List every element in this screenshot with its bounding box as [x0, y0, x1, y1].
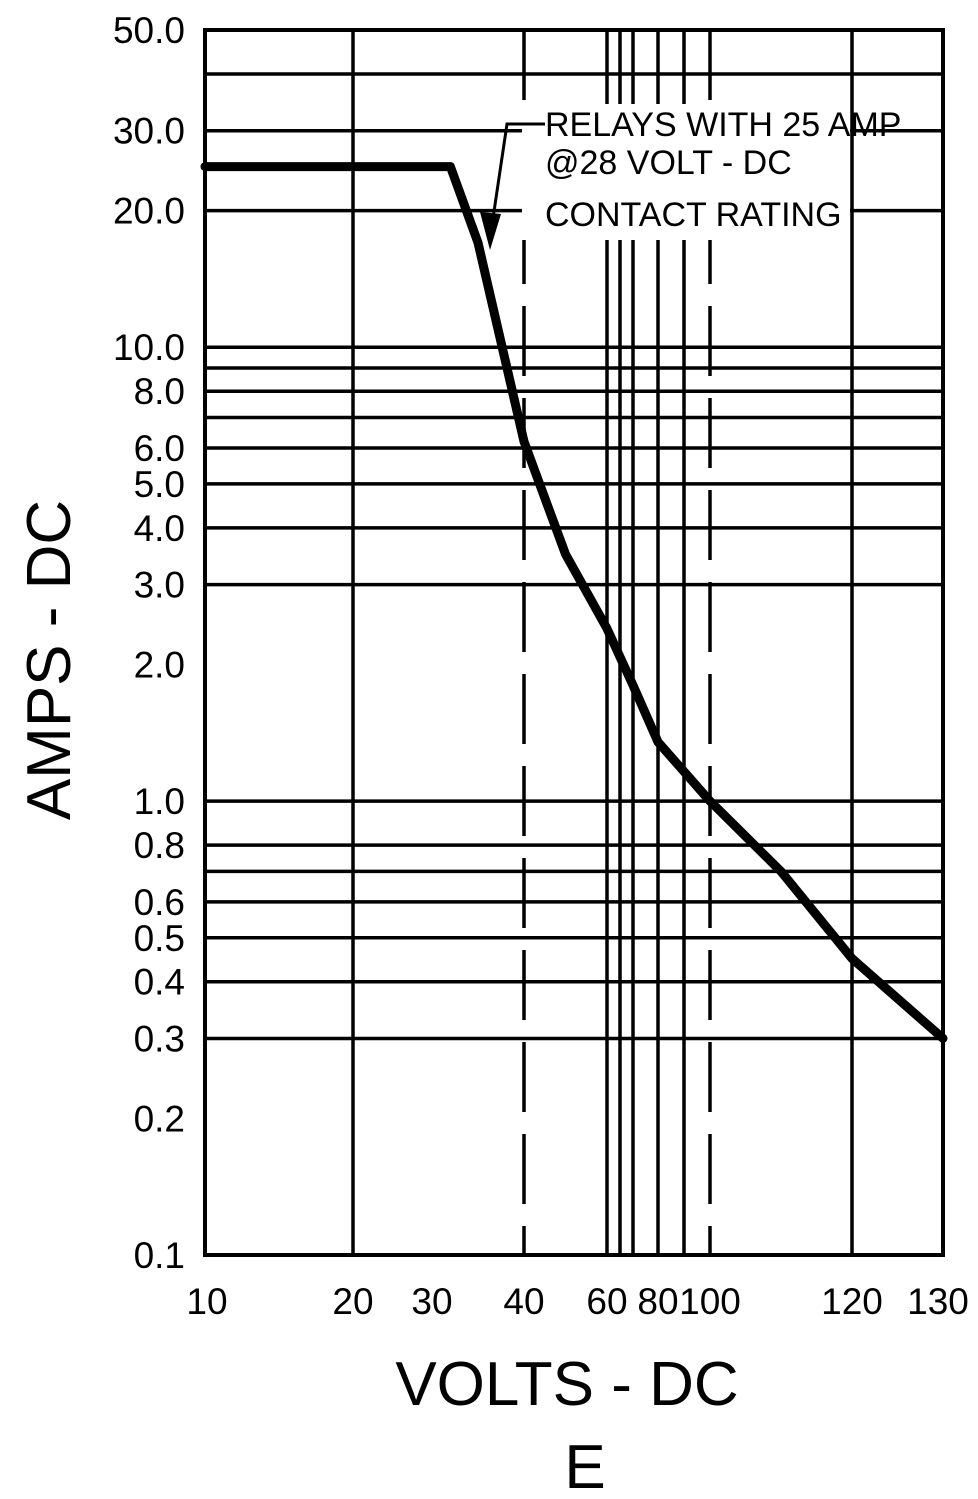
annotation-leader-line — [490, 122, 545, 226]
figure-label: E — [564, 1433, 605, 1494]
y-tick-label: 1.0 — [134, 781, 185, 822]
x-tick-label: 130 — [907, 1281, 969, 1322]
x-tick-label: 40 — [503, 1281, 544, 1322]
y-tick-label: 0.4 — [134, 962, 185, 1003]
y-axis-title: AMPS - DC — [15, 500, 84, 820]
y-tick-label: 0.6 — [134, 882, 185, 923]
grid-layer — [203, 28, 945, 1257]
y-tick-label: 0.1 — [134, 1235, 185, 1276]
x-tick-label: 80 — [637, 1281, 678, 1322]
annotation-background — [522, 104, 850, 240]
annotation-layer: RELAYS WITH 25 AMP @28 VOLT - DC CONTACT… — [480, 104, 901, 250]
series-line — [200, 162, 948, 1043]
y-tick-label: 3.0 — [134, 565, 185, 606]
x-tick-labels: 10 20 30 40 60 80 100 120 130 — [186, 1281, 968, 1322]
y-tick-label: 0.8 — [134, 825, 185, 866]
y-tick-labels: 50.0 30.0 20.0 10.08.0 6.05.04.0 3.0 2.0 1.00.8… — [113, 10, 185, 1276]
x-axis-title: VOLTS - DC — [395, 1350, 738, 1419]
x-tick-label: 10 — [186, 1281, 227, 1322]
y-tick-label: 5.0 — [134, 464, 185, 505]
x-tick-label: 30 — [411, 1281, 452, 1322]
x-tick-label: 120 — [821, 1281, 883, 1322]
x-tick-label: 20 — [332, 1281, 373, 1322]
y-tick-label: 2.0 — [134, 644, 185, 685]
y-tick-label: 8.0 — [134, 371, 185, 412]
plot-frame — [203, 28, 945, 1257]
curve-layer — [200, 162, 948, 1043]
y-tick-label: 0.5 — [134, 918, 185, 959]
annotation-arrowhead — [480, 212, 501, 250]
x-tick-label: 100 — [679, 1281, 741, 1322]
x-tick-label: 60 — [586, 1281, 627, 1322]
annotation-line-2: @28 VOLT - DC — [545, 144, 792, 182]
y-tick-label: 0.3 — [134, 1018, 185, 1059]
annotation-line-1: RELAYS WITH 25 AMP — [545, 106, 901, 144]
y-tick-label: 4.0 — [134, 508, 185, 549]
y-tick-label: 50.0 — [113, 10, 185, 51]
annotation-line-3: CONTACT RATING — [545, 196, 842, 234]
y-tick-label: 6.0 — [134, 428, 185, 469]
y-tick-label: 0.2 — [134, 1098, 185, 1139]
y-tick-label: 20.0 — [113, 191, 185, 232]
y-tick-label: 10.0 — [113, 327, 185, 368]
y-tick-label: 30.0 — [113, 111, 185, 152]
